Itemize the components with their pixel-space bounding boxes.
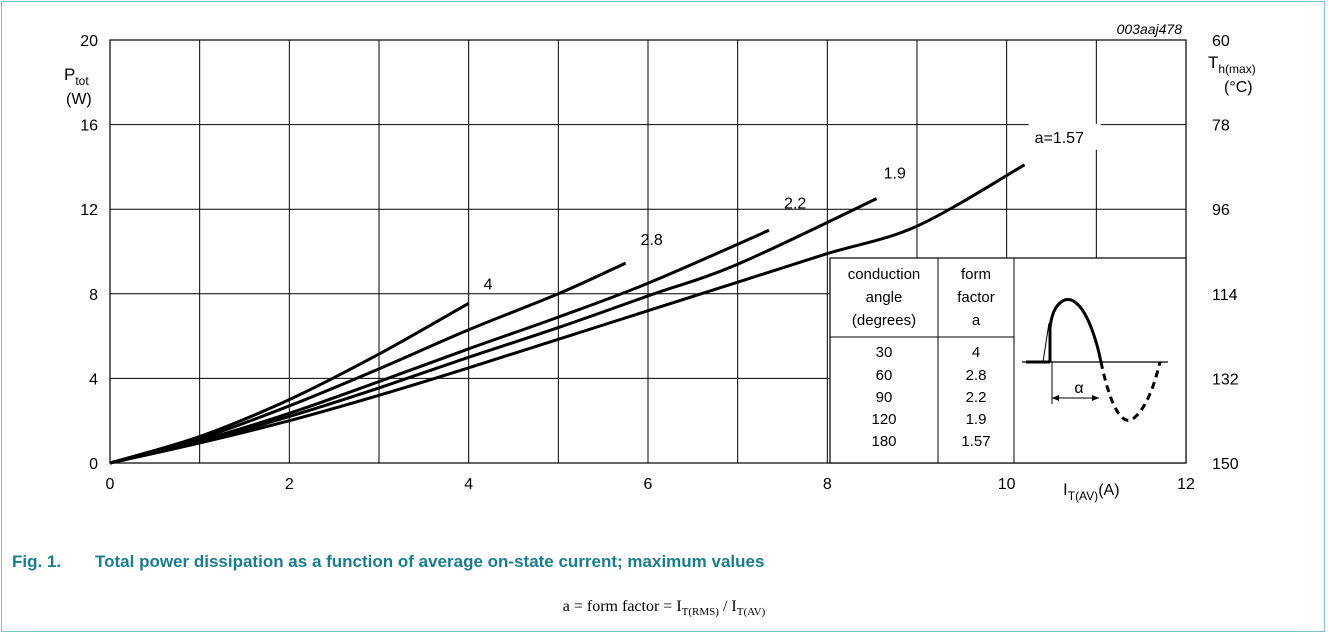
table-factor-cell: 2.2	[966, 389, 987, 406]
x-tick-label: 12	[1177, 476, 1195, 493]
y-tick-label: 16	[80, 118, 98, 135]
formula-lhs: a = form factor = I	[562, 598, 682, 615]
y2-axis-unit: (°C)	[1224, 79, 1253, 96]
y2-tick-label: 78	[1212, 118, 1230, 135]
y-axis-label: Ptot	[64, 65, 89, 88]
inset-table-box	[829, 257, 1187, 464]
series-line-1.9	[109, 197, 878, 465]
y-tick-label: 4	[89, 371, 98, 388]
alpha-arrow-right	[1092, 395, 1099, 401]
waveform-negative-half	[1099, 361, 1162, 422]
x-axis-label: IT(AV)(A)	[1063, 480, 1120, 503]
table-angle-cell: 60	[876, 367, 893, 384]
table-header-angle: (degrees)	[852, 312, 916, 329]
table-angle-cell: 30	[876, 344, 893, 361]
waveform-positive-half	[1048, 298, 1103, 363]
table-header-angle: angle	[866, 289, 903, 306]
y2-tick-label: 60	[1212, 33, 1230, 50]
x-tick-label: 8	[823, 476, 832, 493]
table-factor-cell: 1.9	[966, 411, 987, 428]
y-tick-label: 0	[89, 456, 98, 473]
table-header-factor: form	[961, 266, 991, 283]
series-line-2.2	[109, 228, 770, 465]
x-tick-label: 0	[106, 476, 115, 493]
waveform-thin-rise	[1042, 322, 1050, 363]
series-line-2.8	[109, 261, 627, 465]
y2-tick-label: 132	[1212, 371, 1239, 388]
y2-tick-label: 96	[1212, 202, 1230, 219]
table-factor-cell: 4	[972, 344, 980, 361]
figure-number: Fig. 1.	[12, 552, 62, 571]
y-tick-label: 20	[80, 33, 98, 50]
plot-area-border	[109, 39, 1187, 464]
alpha-arrow-left	[1052, 395, 1059, 401]
series-label: 4	[484, 276, 493, 293]
formula-sub-av: T(AV)	[736, 606, 766, 619]
x-tick-label: 6	[644, 476, 653, 493]
formula-divider: / I	[718, 598, 737, 615]
series-label: 2.8	[641, 232, 663, 249]
series-label: 2.2	[784, 195, 806, 212]
y-tick-label: 8	[89, 287, 98, 304]
y-tick-label: 12	[80, 202, 98, 219]
table-header-factor: factor	[957, 289, 995, 306]
alpha-label: α	[1074, 380, 1083, 397]
table-angle-cell: 90	[876, 389, 893, 406]
y-axis-unit: (W)	[66, 91, 92, 108]
series-label: a=1.57	[1035, 130, 1084, 147]
series-line-a-1.57	[109, 163, 1026, 465]
series-label: 1.9	[884, 166, 906, 183]
y2-axis-label: Th(max)	[1208, 53, 1256, 76]
table-angle-cell: 120	[871, 411, 896, 428]
x-tick-label: 10	[998, 476, 1016, 493]
table-header-angle: conduction	[848, 266, 921, 283]
waveform-diagram: α	[1022, 298, 1168, 422]
y2-tick-label: 150	[1212, 456, 1239, 473]
figure-caption: Fig. 1. Total power dissipation as a func…	[12, 552, 764, 572]
x-tick-label: 4	[464, 476, 473, 493]
table-factor-cell: 2.8	[966, 367, 987, 384]
form-factor-formula: a = form factor = IT(RMS) / IT(AV)	[0, 598, 1328, 618]
y2-tick-label: 114	[1212, 287, 1238, 304]
figure-caption-text: Total power dissipation as a function of…	[95, 552, 765, 571]
table-angle-cell: 180	[871, 433, 896, 450]
inset-table: conduction angle (degrees) form factor a…	[829, 257, 1187, 464]
curve-series: 4 2.8 2.2 1.9 a=1.57	[109, 123, 1101, 465]
x-tick-label: 2	[285, 476, 294, 493]
series-label-background	[1028, 123, 1101, 150]
table-header-factor: a	[972, 312, 981, 329]
formula-sub-rms: T(RMS)	[681, 606, 719, 619]
table-factor-cell: 1.57	[961, 433, 990, 450]
chart-code: 003aaj478	[1117, 21, 1183, 37]
